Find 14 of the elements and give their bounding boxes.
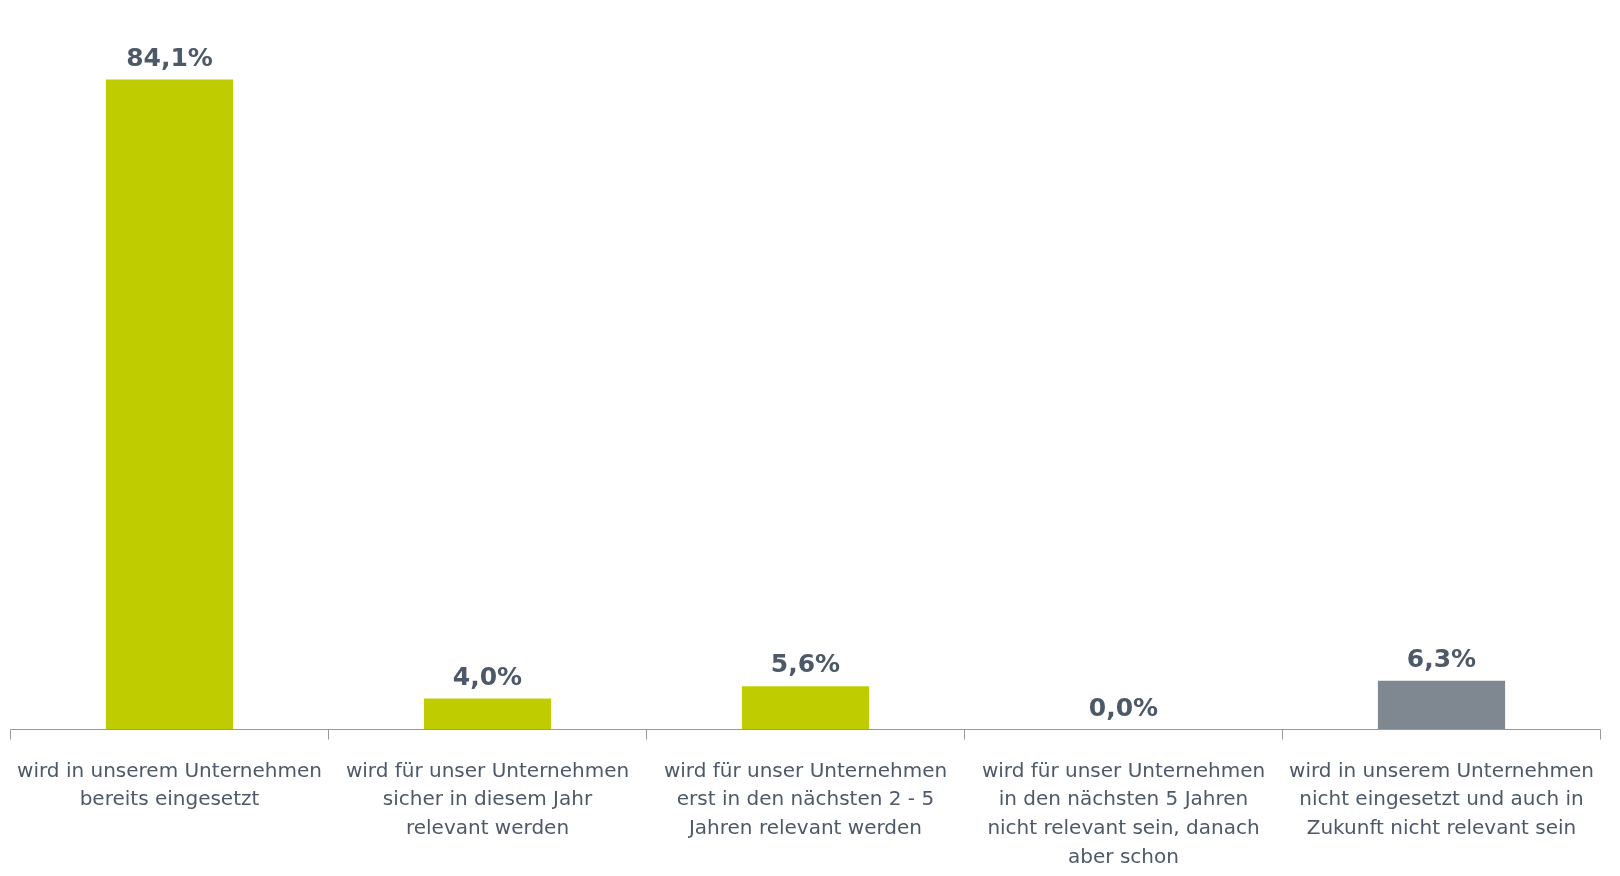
x-tick-label: wird für unser Unternehmen sicher in diesem Jahr relevant werden (345, 757, 630, 840)
x-tick-label: wird für unser Unternehmen in den nächsten 5 Jahren nicht relevant sein, danach aber schon (981, 757, 1266, 868)
bar (105, 79, 234, 730)
data-label: 84,1% (126, 42, 213, 72)
x-tick-label: wird in unserem Unternehmen nicht eingesetzt und auch in Zukunft nicht relevant sein (1289, 757, 1594, 840)
x-tick-label: wird für unser Unternehmen erst in den nächsten 2 - 5 Jahren relevant werden (663, 757, 948, 840)
bar (741, 686, 870, 730)
bar (423, 698, 552, 730)
data-label: 4,0% (452, 661, 523, 691)
x-tick-label: wird in unserem Unternehmen bereits eingesetzt (17, 757, 322, 811)
data-label: 5,6% (770, 649, 841, 679)
data-label: 6,3% (1406, 643, 1477, 673)
bar (1377, 680, 1506, 730)
data-label: 0,0% (1088, 692, 1159, 722)
